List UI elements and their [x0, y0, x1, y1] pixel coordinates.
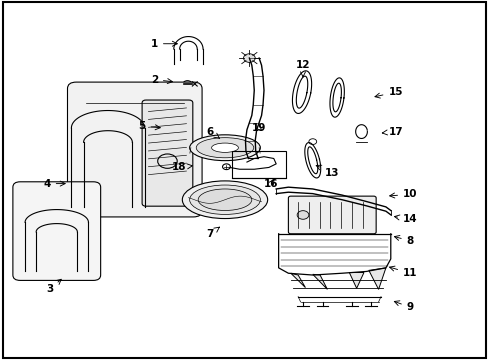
Text: 15: 15 — [374, 87, 402, 98]
Bar — [232, 151, 285, 178]
Text: 6: 6 — [206, 127, 219, 138]
Text: 11: 11 — [389, 266, 417, 278]
Ellipse shape — [196, 138, 253, 158]
Text: 16: 16 — [264, 179, 278, 189]
Text: 7: 7 — [206, 227, 219, 239]
Text: 14: 14 — [394, 215, 417, 224]
FancyBboxPatch shape — [13, 182, 101, 280]
Polygon shape — [368, 268, 385, 289]
Ellipse shape — [211, 143, 238, 152]
Text: 1: 1 — [150, 39, 177, 49]
Ellipse shape — [182, 181, 267, 219]
Text: 19: 19 — [251, 123, 266, 133]
FancyBboxPatch shape — [288, 196, 375, 234]
FancyBboxPatch shape — [67, 82, 202, 217]
Circle shape — [243, 54, 255, 62]
Polygon shape — [312, 274, 327, 289]
Text: 18: 18 — [171, 162, 192, 172]
Polygon shape — [348, 273, 363, 288]
Text: 13: 13 — [316, 165, 339, 178]
Text: 17: 17 — [382, 127, 402, 136]
Text: 3: 3 — [46, 279, 61, 294]
Text: 12: 12 — [295, 60, 309, 77]
Text: 5: 5 — [138, 121, 160, 131]
Ellipse shape — [189, 185, 260, 215]
Ellipse shape — [198, 189, 251, 211]
Polygon shape — [290, 273, 305, 288]
Ellipse shape — [189, 135, 260, 161]
Text: 9: 9 — [393, 301, 413, 312]
Circle shape — [297, 211, 308, 219]
Text: 10: 10 — [389, 189, 417, 199]
Text: 4: 4 — [43, 179, 65, 189]
Text: 8: 8 — [394, 235, 413, 246]
FancyBboxPatch shape — [142, 100, 192, 206]
Text: 2: 2 — [150, 75, 172, 85]
